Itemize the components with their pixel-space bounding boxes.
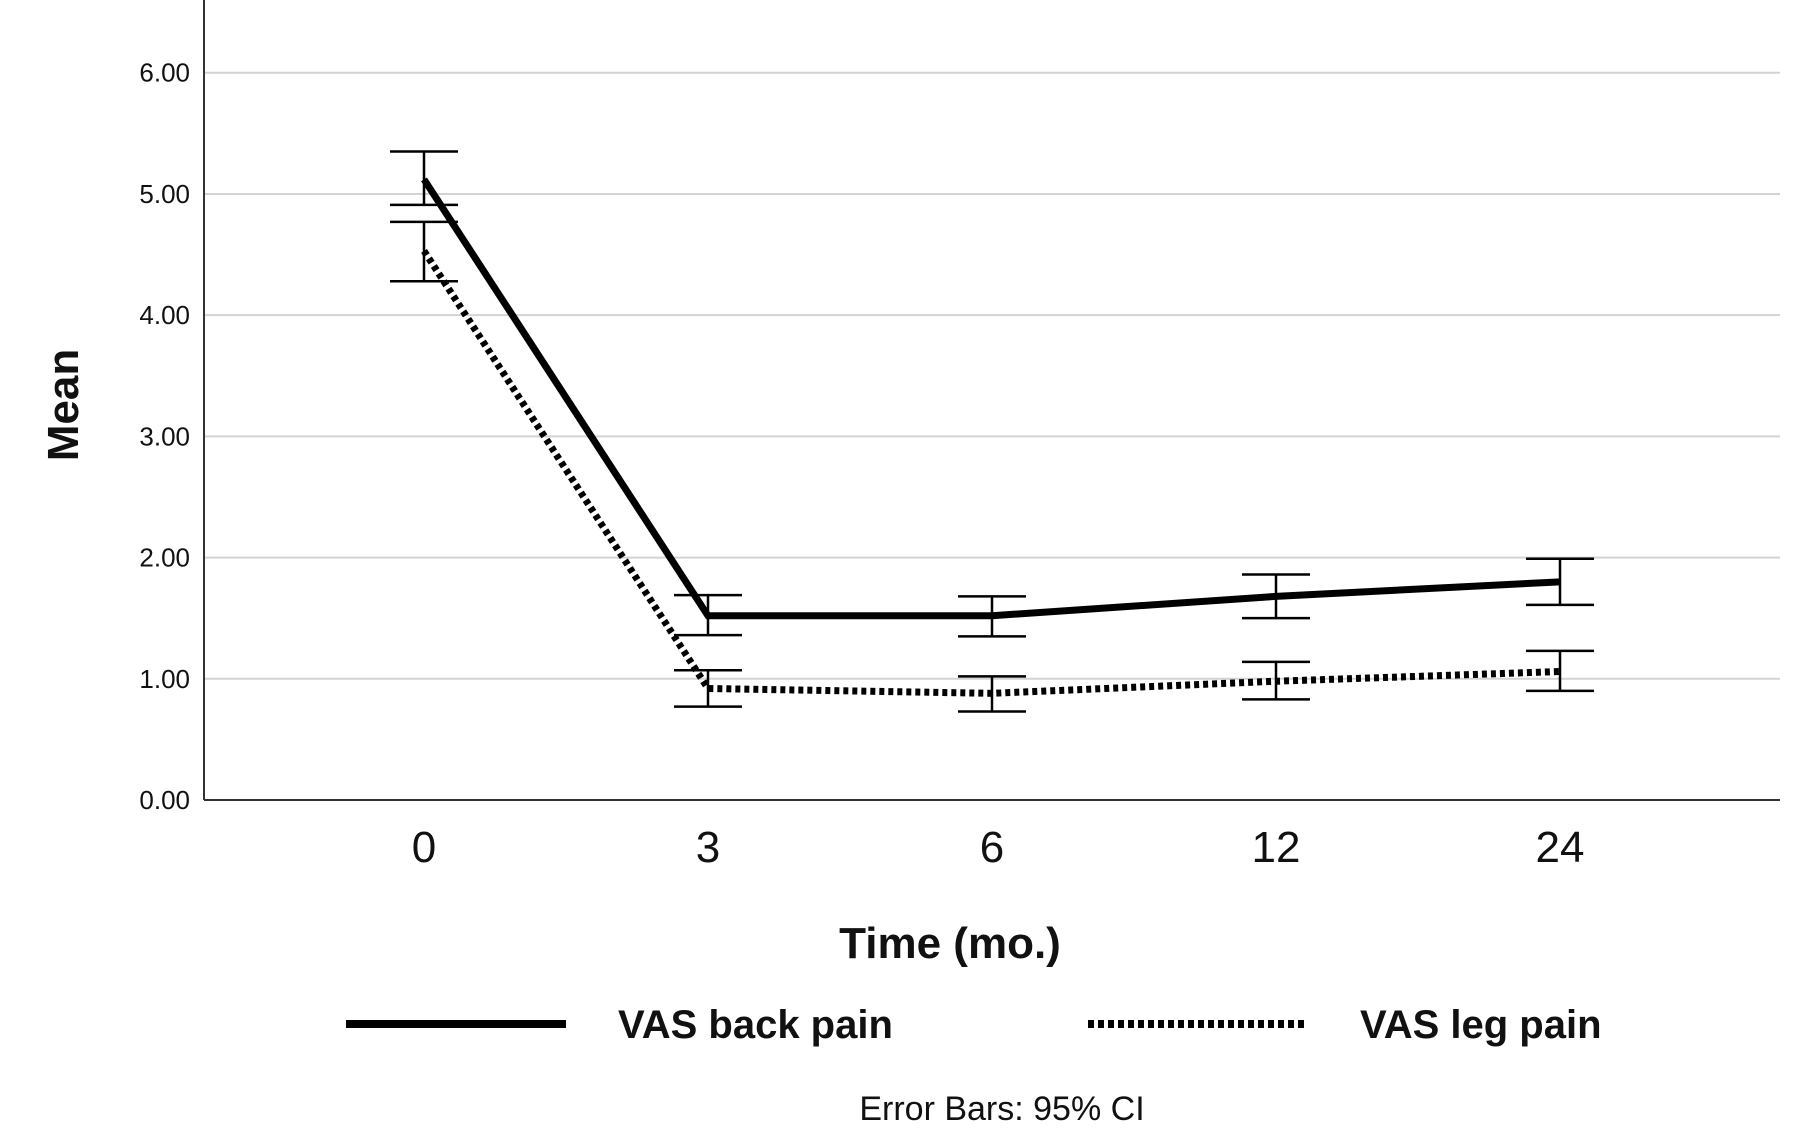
error-bar [1526, 649, 1594, 693]
x-tick-label: 3 [696, 823, 720, 872]
error-bar [1242, 660, 1310, 701]
y-tick-label: 3.00 [139, 421, 190, 451]
error-bars-footnote: Error Bars: 95% CI [859, 1090, 1144, 1127]
x-tick-label: 6 [980, 823, 1004, 872]
legend: VAS back pain VAS leg pain [346, 1003, 1602, 1047]
x-tick-label: 0 [412, 823, 436, 872]
y-tick-label: 5.00 [139, 179, 190, 209]
x-tick-labels: 0 3 6 12 24 [412, 823, 1585, 872]
legend-item: VAS back pain [346, 1003, 893, 1047]
error-bar [390, 150, 458, 207]
error-bar [1526, 557, 1594, 607]
legend-item: VAS leg pain [1088, 1003, 1602, 1047]
legend-label: VAS leg pain [1360, 1003, 1602, 1047]
x-tick-label: 24 [1536, 823, 1585, 872]
y-tick-labels: 0.00 1.00 2.00 3.00 4.00 5.00 6.00 [139, 58, 190, 815]
y-tick-label: 6.00 [139, 58, 190, 88]
y-axis-title: Mean [39, 349, 88, 461]
legend-label: VAS back pain [618, 1003, 893, 1047]
y-tick-label: 4.00 [139, 300, 190, 330]
x-axis-title: Time (mo.) [839, 919, 1061, 968]
axes [203, 0, 1780, 801]
error-bar [674, 669, 742, 708]
error-bar [674, 593, 742, 637]
error-bar [958, 675, 1026, 713]
gridlines [204, 71, 1780, 680]
error-bar [390, 220, 458, 283]
y-tick-label: 1.00 [139, 664, 190, 694]
error-bar [1242, 573, 1310, 620]
y-tick-label: 0.00 [139, 785, 190, 815]
y-tick-label: 2.00 [139, 543, 190, 573]
x-tick-label: 12 [1252, 823, 1301, 872]
error-bars [390, 150, 1594, 713]
error-bar [958, 595, 1026, 638]
series-line-1 [421, 177, 1561, 620]
